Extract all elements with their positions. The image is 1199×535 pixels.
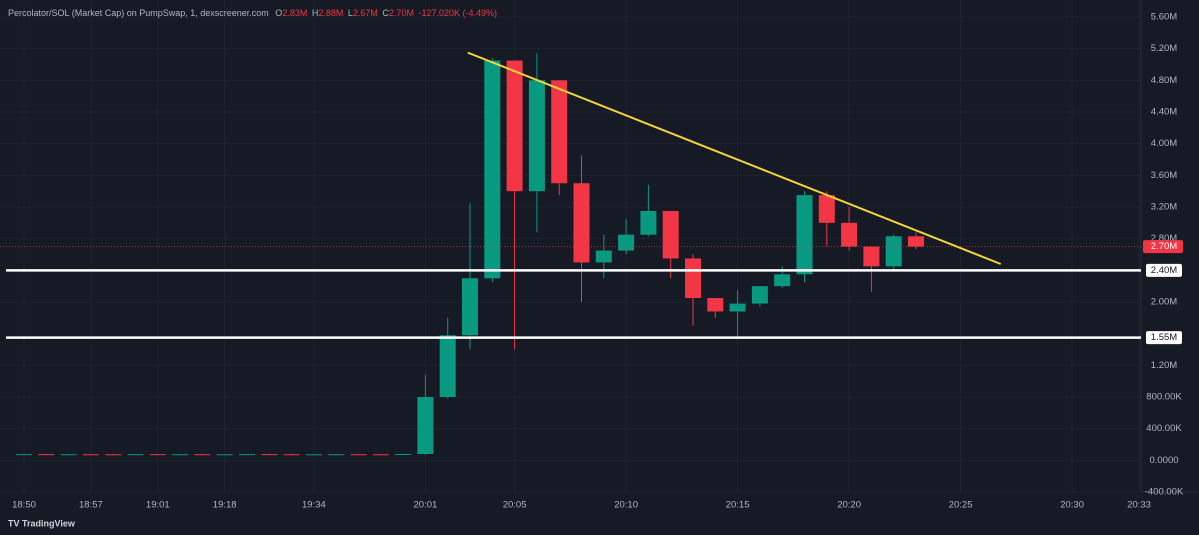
trend-line bbox=[467, 51, 1002, 265]
candle-body bbox=[751, 286, 768, 304]
candle-body bbox=[796, 195, 813, 275]
y-tick-label: 3.60M bbox=[1151, 170, 1177, 181]
axis: -400.00K 0.0000 400.00K 800.00K 1.20M 2.00M 2.… bbox=[12, 12, 1184, 511]
candle-body bbox=[618, 234, 635, 251]
candle-body bbox=[707, 298, 724, 312]
candle-body bbox=[484, 60, 501, 279]
candle-body bbox=[573, 183, 590, 263]
hline-label-box bbox=[1146, 331, 1182, 345]
y-tick-label: 1.20M bbox=[1151, 360, 1177, 371]
candle-body bbox=[127, 454, 144, 456]
x-tick-label: 20:25 bbox=[949, 500, 973, 511]
legend-key: H bbox=[312, 8, 319, 18]
legend-change: -127.020K (-4.49%) bbox=[418, 8, 497, 18]
legend-value: 2.88M bbox=[318, 8, 343, 18]
plot-area bbox=[0, 51, 1141, 456]
x-tick-label: 18:50 bbox=[12, 500, 36, 511]
x-tick-label: 20:05 bbox=[503, 500, 527, 511]
grid bbox=[0, 0, 1141, 493]
candle-body bbox=[729, 303, 746, 312]
legend-value: 2.67M bbox=[353, 8, 378, 18]
y-tick-label: 4.00M bbox=[1151, 138, 1177, 149]
candle-body bbox=[841, 222, 858, 247]
y-tick-label: 5.60M bbox=[1151, 12, 1177, 23]
chart-title: Percolator/SOL (Market Cap) on PumpSwap,… bbox=[8, 8, 269, 18]
candle-body bbox=[305, 454, 322, 456]
legend-key: O bbox=[275, 8, 282, 18]
x-tick-label: 19:18 bbox=[213, 500, 237, 511]
candle-body bbox=[595, 250, 612, 263]
candle-body bbox=[417, 397, 434, 454]
x-tick-label: 20:30 bbox=[1060, 500, 1084, 511]
y-tick-label: 2.00M bbox=[1151, 297, 1177, 308]
candle-body bbox=[662, 210, 679, 259]
candle-body bbox=[350, 454, 367, 456]
hline-label: 2.40M bbox=[1151, 265, 1177, 276]
y-tick-label: 4.80M bbox=[1151, 75, 1177, 86]
x-tick-label: 18:57 bbox=[79, 500, 103, 511]
legend-key: C bbox=[382, 8, 389, 18]
y-tick-label: -400.00K bbox=[1145, 487, 1184, 498]
y-tick-label: 800.00K bbox=[1146, 392, 1182, 403]
candle-body bbox=[82, 454, 99, 456]
candle-body bbox=[395, 454, 412, 455]
candle-body bbox=[528, 80, 545, 192]
candle-body bbox=[506, 60, 523, 192]
candle-body bbox=[462, 278, 478, 336]
candle-body bbox=[261, 454, 278, 456]
legend-key: L bbox=[348, 8, 353, 18]
candle-body bbox=[105, 454, 122, 456]
candle-body bbox=[774, 274, 791, 287]
candle-body bbox=[149, 454, 166, 456]
candle-body bbox=[38, 454, 55, 456]
candle-body bbox=[885, 236, 902, 267]
footer-logo: TradingView bbox=[22, 518, 76, 528]
x-tick-label: 19:01 bbox=[146, 500, 170, 511]
x-tick-label: 20:33 bbox=[1127, 500, 1151, 511]
legend-header: Percolator/SOL (Market Cap) on PumpSwap,… bbox=[8, 8, 497, 18]
x-tick-label: 20:01 bbox=[414, 500, 438, 511]
candle-body bbox=[328, 454, 345, 456]
x-tick-label: 20:20 bbox=[837, 500, 861, 511]
hline-label-box bbox=[1146, 263, 1182, 277]
candle-body bbox=[283, 454, 300, 456]
y-tick-label: 4.40M bbox=[1151, 107, 1177, 118]
logo-icon: TV bbox=[8, 518, 20, 528]
candle-body bbox=[863, 246, 880, 267]
candle-body bbox=[60, 454, 77, 456]
x-tick-label: 20:10 bbox=[614, 500, 638, 511]
candle-body bbox=[439, 335, 456, 397]
y-tick-label: 5.20M bbox=[1151, 43, 1177, 54]
hline-label: 1.55M bbox=[1151, 332, 1177, 343]
candle-body bbox=[818, 195, 835, 223]
candle-body bbox=[372, 454, 389, 456]
y-tick-label: 3.20M bbox=[1151, 202, 1177, 213]
y-tick-label: 400.00K bbox=[1146, 423, 1182, 434]
legend-value: 2.70M bbox=[389, 8, 414, 18]
candle-body bbox=[16, 454, 32, 456]
price-label: 2.70M bbox=[1151, 241, 1177, 252]
candle-body bbox=[551, 80, 568, 184]
candle-body bbox=[239, 454, 255, 456]
y-tick-label: 2.80M bbox=[1151, 233, 1177, 244]
x-tick-label: 20:15 bbox=[726, 500, 750, 511]
y-tick-label: 0.0000 bbox=[1149, 455, 1178, 466]
x-tick-label: 19:34 bbox=[302, 500, 326, 511]
candle-body bbox=[908, 236, 924, 247]
candle-body bbox=[685, 258, 701, 299]
candle-body bbox=[194, 454, 211, 456]
price-label-box bbox=[1143, 240, 1183, 254]
candle-body bbox=[216, 454, 233, 456]
candle-body bbox=[172, 454, 189, 456]
legend-value: 2.83M bbox=[282, 8, 307, 18]
candle-body bbox=[640, 210, 657, 235]
